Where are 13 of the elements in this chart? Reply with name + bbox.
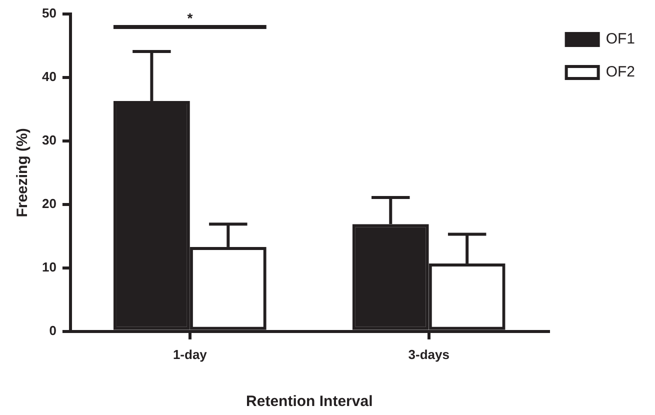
x-tick-label: 1-day xyxy=(172,346,208,362)
y-tick-label: 40 xyxy=(42,69,56,84)
y-tick-label: 30 xyxy=(42,132,56,148)
y-tick-label: 20 xyxy=(42,196,56,212)
x-tick-label: 3-days xyxy=(408,346,450,362)
legend-label: OF2 xyxy=(606,64,636,81)
y-tick-label: 10 xyxy=(42,260,56,274)
annotation: * xyxy=(187,10,194,26)
legend-label: OF1 xyxy=(606,30,636,48)
y-tick-label: 50 xyxy=(42,6,56,21)
x-axis-title: Retention Interval xyxy=(246,393,373,410)
y-axis-title: Freezing (%) xyxy=(14,128,32,218)
y-tick-label: 0 xyxy=(49,322,56,338)
